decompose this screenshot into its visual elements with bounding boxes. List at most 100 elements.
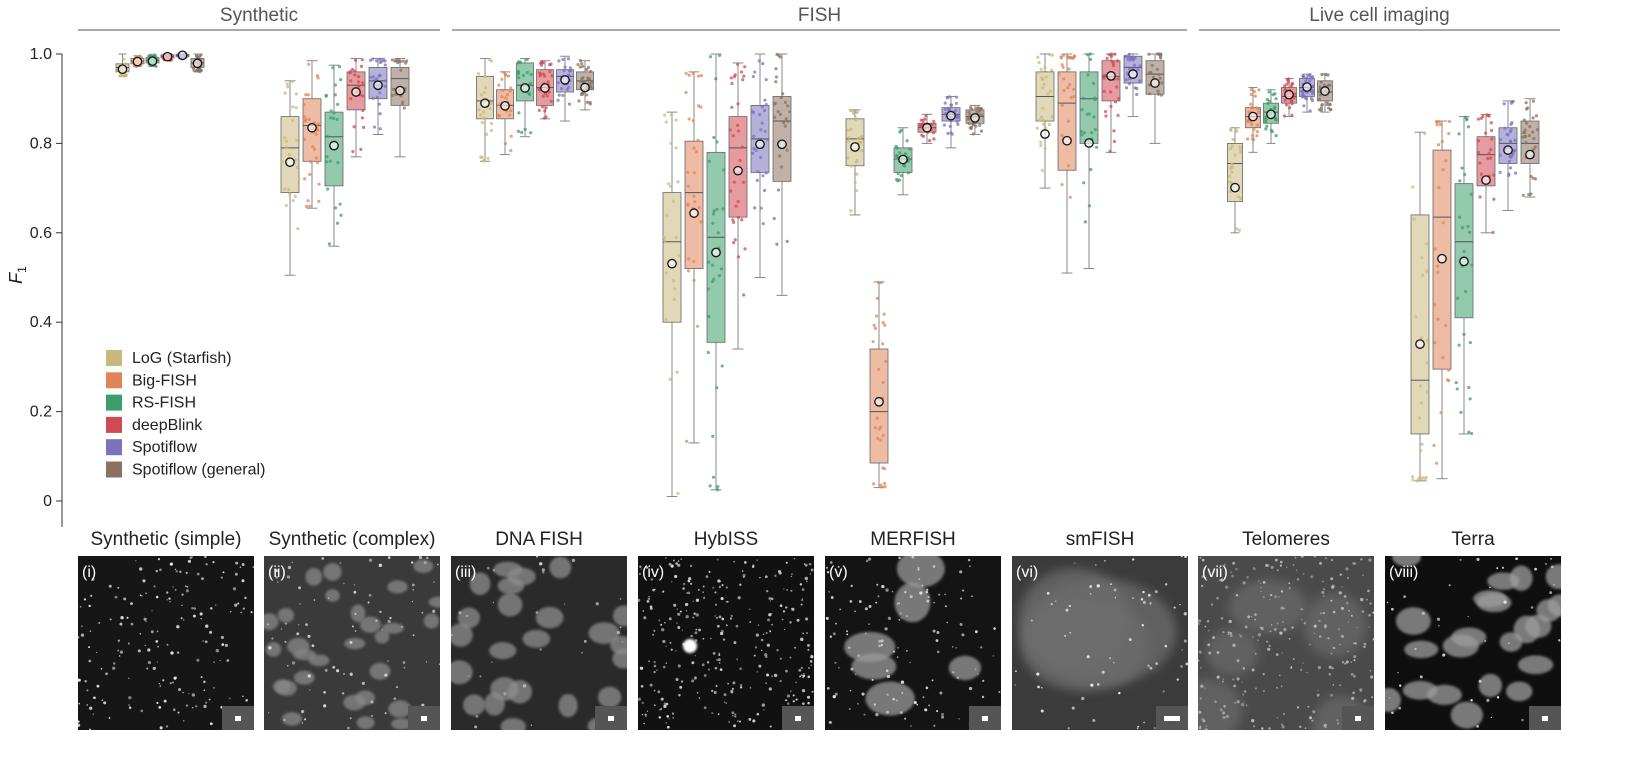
- data-point: [404, 61, 408, 65]
- mean-marker: [689, 208, 699, 218]
- scale-bar: [1542, 716, 1548, 721]
- spot: [1014, 670, 1017, 673]
- spot: [1295, 569, 1298, 572]
- spot: [803, 563, 806, 565]
- spot: [715, 684, 718, 687]
- spot: [152, 666, 156, 671]
- spot: [204, 640, 208, 644]
- data-point: [1080, 133, 1084, 137]
- spot: [1280, 606, 1284, 610]
- spot: [961, 633, 965, 637]
- data-point: [489, 59, 494, 63]
- spot: [1089, 593, 1092, 595]
- spot: [367, 601, 370, 604]
- dataset-synthetic-simple-: [115, 50, 205, 78]
- data-point: [759, 206, 763, 210]
- spot: [871, 678, 874, 681]
- data-point: [694, 150, 699, 154]
- scale-bar: [421, 716, 427, 721]
- mean-marker: [733, 165, 743, 176]
- data-point: [1249, 102, 1253, 106]
- data-point: [1435, 119, 1439, 124]
- spot: [157, 645, 159, 648]
- data-point: [846, 139, 850, 143]
- cell-blob: [549, 556, 572, 579]
- data-point: [1411, 478, 1415, 482]
- data-point: [699, 73, 703, 78]
- spot: [774, 574, 777, 577]
- data-point: [1456, 296, 1460, 300]
- spot: [681, 629, 684, 631]
- data-point: [1410, 475, 1415, 479]
- cell-blob: [896, 556, 945, 588]
- data-point: [1535, 127, 1540, 132]
- data-point: [497, 103, 501, 107]
- data-point: [664, 271, 668, 275]
- spot: [183, 720, 185, 722]
- spot: [969, 565, 971, 568]
- data-point: [722, 168, 726, 172]
- spot: [719, 585, 721, 588]
- data-point: [1308, 79, 1312, 83]
- spot: [1362, 574, 1364, 576]
- spot: [1109, 583, 1112, 586]
- cell-blob: [451, 623, 473, 647]
- spot: [201, 577, 204, 581]
- spot: [782, 610, 786, 613]
- data-point: [1041, 106, 1045, 110]
- spot: [375, 619, 378, 622]
- data-point: [1308, 109, 1312, 113]
- spot: [343, 673, 345, 675]
- spot: [195, 705, 198, 708]
- data-point: [663, 113, 667, 117]
- spot: [78, 723, 81, 727]
- spot: [1361, 610, 1365, 613]
- spot: [676, 622, 678, 624]
- data-point: [307, 117, 311, 121]
- data-point: [1263, 120, 1268, 124]
- data-point: [692, 171, 697, 175]
- mean-marker: [667, 258, 677, 269]
- data-point: [339, 213, 343, 217]
- spot: [1118, 691, 1121, 695]
- spot: [1340, 634, 1344, 638]
- spot: [660, 623, 663, 626]
- spot: [794, 646, 796, 649]
- data-point: [1105, 56, 1109, 60]
- spot: [1351, 696, 1355, 700]
- data-point: [760, 121, 764, 125]
- example-image: [825, 556, 1001, 730]
- spot: [1246, 575, 1249, 579]
- spot: [112, 662, 116, 665]
- box-iqr: [706, 151, 726, 343]
- data-point: [1466, 125, 1471, 129]
- spot: [933, 601, 935, 604]
- spot: [1243, 701, 1245, 703]
- spot: [1360, 597, 1364, 602]
- data-point: [692, 278, 696, 283]
- data-point: [390, 58, 395, 62]
- spot: [1359, 688, 1363, 692]
- data-point: [854, 189, 859, 193]
- spot: [666, 725, 670, 729]
- spot: [191, 693, 196, 697]
- spot: [702, 637, 705, 640]
- spot: [1273, 627, 1277, 631]
- spot: [1324, 556, 1328, 560]
- spot: [1223, 563, 1226, 566]
- spot: [926, 599, 930, 603]
- data-point: [1468, 397, 1472, 401]
- spot: [1267, 647, 1271, 651]
- cell-blob: [490, 677, 519, 701]
- data-point: [954, 101, 958, 106]
- data-point: [1485, 113, 1489, 117]
- data-point: [881, 380, 885, 385]
- spot: [354, 612, 357, 615]
- spot: [203, 704, 207, 709]
- data-point: [285, 82, 289, 86]
- spot: [791, 573, 793, 575]
- spot: [234, 603, 238, 607]
- spot: [804, 563, 808, 567]
- data-point: [1246, 137, 1250, 141]
- cell-blob: [265, 641, 282, 657]
